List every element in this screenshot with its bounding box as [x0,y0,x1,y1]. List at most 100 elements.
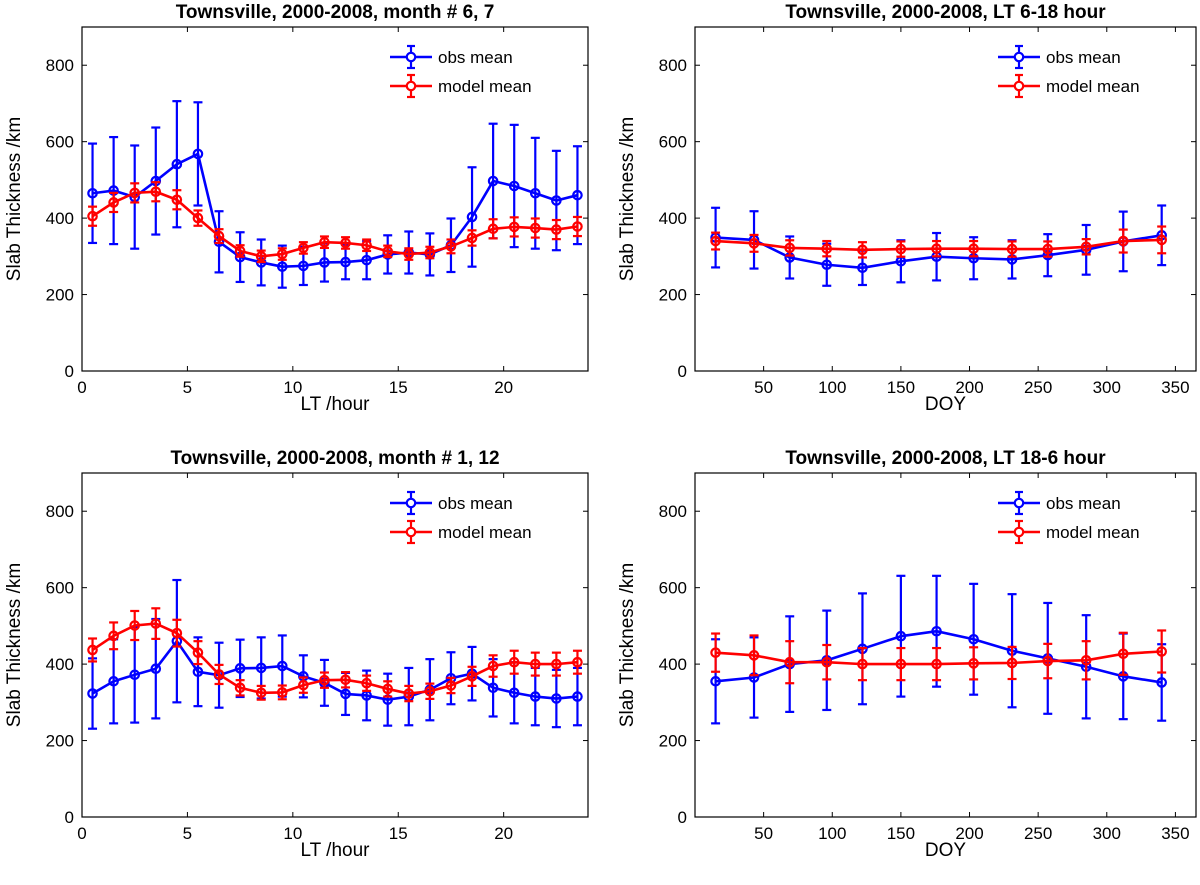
y-tick-label: 600 [659,579,687,598]
data-point [968,658,979,669]
data-point [529,658,541,670]
data-point [424,685,436,697]
x-tick-label: 300 [1093,824,1121,843]
series-line [91,622,578,695]
legend-marker [405,526,417,538]
data-point [931,243,942,254]
subplot-2: Townsville, 2000-2008, LT 6-18 hour 50 100… [617,2,1197,415]
data-point [968,633,979,645]
data-point [276,660,288,672]
data-point [1042,243,1054,255]
data-point [192,212,204,224]
legend-label: model mean [438,77,532,96]
plot-title: Townsville, 2000-2008, month # 1, 12 [170,448,499,469]
data-point [319,236,330,248]
data-point [213,230,225,242]
data-point [234,682,246,694]
subplot-1: Townsville, 2000-2008, month # 6, 7 0 5 10 1… [4,2,589,415]
data-point [1156,646,1167,657]
x-tick-label: 15 [389,378,408,397]
x-tick-label: 50 [754,378,773,397]
data-point [487,682,499,694]
data-point [171,194,183,206]
axes-box [694,472,1197,818]
data-point [276,248,288,260]
data-point [87,644,98,656]
axes-box [81,472,589,818]
x-tick-label: 50 [754,824,773,843]
data-point [382,683,394,695]
y-tick-label: 0 [65,362,74,381]
x-tick-label: 250 [1024,824,1052,843]
data-point [821,259,833,271]
data-point [857,658,868,670]
plot-title: Townsville, 2000-2008, LT 18-6 hour [785,448,1106,469]
x-tick-label: 20 [494,824,513,843]
legend-label: obs mean [1046,494,1121,513]
legend-marker [1013,51,1025,63]
x-axis-label: DOY [925,394,967,415]
legend: obs mean model mean [998,44,1140,99]
legend-label: model mean [1046,523,1140,542]
legend-label: obs mean [438,48,513,67]
data-point [361,254,372,266]
legend-marker [405,80,417,92]
data-point [748,650,760,661]
data-point [298,679,309,691]
series-line [715,650,1162,666]
y-tick-label: 200 [659,732,687,751]
legend-marker [405,51,417,63]
data-point [213,669,225,680]
data-point [466,232,478,244]
data-point [551,693,562,704]
data-point [1006,657,1018,669]
data-point [508,180,520,192]
plot-title: Townsville, 2000-2008, LT 6-18 hour [785,2,1106,23]
data-point [529,691,541,702]
y-axis-label: Slab Thickness /km [4,563,25,727]
data-point [572,656,583,668]
y-tick-label: 400 [46,209,74,228]
data-point [487,660,499,672]
series-model-mean [710,629,1167,685]
y-tick-label: 600 [46,133,74,152]
data-point [340,237,351,249]
data-point [255,662,267,674]
legend-label: obs mean [438,494,513,513]
data-point [87,187,98,199]
data-point [340,674,351,686]
data-point [87,688,98,699]
data-point [466,671,478,682]
x-tick-label: 0 [77,378,86,397]
x-axis-label: LT /hour [300,394,370,415]
legend: obs mean model mean [390,490,532,545]
data-point [108,676,119,687]
data-point [361,677,372,689]
data-point [508,687,520,699]
data-point [487,223,499,235]
x-axis-label: LT /hour [300,840,370,861]
data-point [572,221,583,232]
data-point [192,647,204,658]
legend-marker [1013,80,1025,92]
data-point [784,242,796,254]
series-obs-mean [87,578,583,730]
data-point [895,243,907,255]
data-point [150,186,162,198]
data-point [784,656,796,668]
x-tick-label: 100 [818,824,846,843]
data-point [1117,235,1129,247]
data-point [171,627,183,639]
x-tick-label: 0 [77,824,86,843]
series-model-mean [87,607,583,703]
y-tick-label: 400 [46,655,74,674]
x-tick-label: 150 [887,824,915,843]
data-point [748,238,760,249]
y-axis-label: Slab Thickness /km [617,563,638,727]
legend-marker [1013,497,1025,509]
x-tick-label: 200 [955,824,983,843]
data-point [129,620,141,631]
x-tick-label: 100 [818,378,846,397]
legend-label: model mean [1046,77,1140,96]
legend-label: obs mean [1046,48,1121,67]
